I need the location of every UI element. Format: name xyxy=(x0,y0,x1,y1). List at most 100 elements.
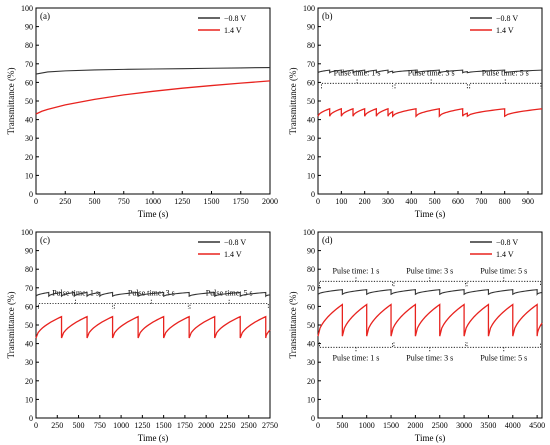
y-tick-label: 60 xyxy=(307,302,315,311)
y-tick-label: 50 xyxy=(307,321,315,330)
series-line-0 xyxy=(317,69,543,75)
x-tick-label: 4000 xyxy=(505,421,521,430)
annotation-label: Pulse time: 5 s xyxy=(480,266,527,275)
y-tick-label: 30 xyxy=(25,134,33,143)
annotation-label: Pulse time: 1 s xyxy=(334,68,381,77)
y-tick-label: 10 xyxy=(307,395,315,404)
legend-label-0: −0.8 V xyxy=(224,14,246,23)
y-axis-label: Transmittance (%) xyxy=(288,292,298,359)
annotation-bracket xyxy=(319,342,393,348)
y-tick-label: 60 xyxy=(25,78,33,87)
annotation-label: Pulse time: 1 s xyxy=(333,353,380,362)
x-tick-label: 2500 xyxy=(241,421,257,430)
x-tick-label: 500 xyxy=(336,421,348,430)
x-tick-label: 200 xyxy=(359,197,371,206)
y-tick-label: 60 xyxy=(25,302,33,311)
annotation-bracket xyxy=(393,342,466,348)
y-tick-label: 70 xyxy=(25,60,33,69)
annotation-label: Pulse time: 1 s xyxy=(52,289,99,298)
chart-panel-0: 0 250 500 750 1000 1250 1500 1750 2000 0 10 20 30 40 5… xyxy=(6,4,278,219)
x-tick-label: 800 xyxy=(499,197,511,206)
x-axis-label: Time (s) xyxy=(138,433,168,443)
y-tick-label: 100 xyxy=(303,228,315,237)
y-tick-label: 0 xyxy=(311,414,315,423)
legend-label-1: 1.4 V xyxy=(224,26,242,35)
x-tick-label: 1000 xyxy=(113,421,129,430)
x-tick-label: 900 xyxy=(522,197,534,206)
x-tick-label: 500 xyxy=(73,421,85,430)
x-tick-label: 0 xyxy=(34,197,38,206)
legend-label-0: −0.8 V xyxy=(496,238,518,247)
x-tick-label: 3500 xyxy=(480,421,496,430)
chart-panel-1: 0 100 200 300 400 500 600 700 800 900 0 10 20 30 40 50 6… xyxy=(288,4,543,219)
x-tick-label: 400 xyxy=(405,197,417,206)
series-line-1 xyxy=(317,303,543,337)
chart-panel-2: 0 250 500 750 1000 1250 1500 1750 2000 2250 2500 27… xyxy=(6,228,278,443)
chart-panel-3: 0 500 1000 1500 2000 2500 3000 3500 4000 4500 0 10 2… xyxy=(288,228,545,443)
legend-label-0: −0.8 V xyxy=(496,14,518,23)
annotation-label: Pulse time: 3 s xyxy=(406,353,453,362)
annotation-bracket xyxy=(189,303,269,309)
x-axis-label: Time (s) xyxy=(415,433,445,443)
y-tick-label: 90 xyxy=(307,23,315,32)
x-tick-label: 0 xyxy=(316,421,320,430)
y-tick-label: 80 xyxy=(307,265,315,274)
legend-label-1: 1.4 V xyxy=(496,26,514,35)
x-tick-label: 600 xyxy=(452,197,464,206)
y-tick-label: 50 xyxy=(25,97,33,106)
y-tick-label: 30 xyxy=(307,134,315,143)
series-line-1 xyxy=(35,315,271,339)
x-tick-label: 1750 xyxy=(233,197,249,206)
x-tick-label: 250 xyxy=(51,421,63,430)
legend-label-0: −0.8 V xyxy=(224,238,246,247)
y-tick-label: 0 xyxy=(29,414,33,423)
x-tick-label: 1000 xyxy=(359,421,375,430)
annotation-bracket xyxy=(466,342,541,348)
plot-frame xyxy=(35,7,271,195)
annotation-bracket xyxy=(394,82,468,89)
y-tick-label: 20 xyxy=(25,153,33,162)
y-tick-label: 100 xyxy=(21,4,33,13)
panel-label: (b) xyxy=(322,11,333,21)
x-tick-label: 250 xyxy=(59,197,71,206)
annotation-label: Pulse time: 3 s xyxy=(406,266,453,275)
legend-label-1: 1.4 V xyxy=(224,250,242,259)
y-tick-label: 70 xyxy=(307,60,315,69)
y-axis-label: Transmittance (%) xyxy=(6,68,16,135)
annotation-bracket xyxy=(469,82,542,89)
x-tick-label: 0 xyxy=(34,421,38,430)
panel-label: (c) xyxy=(40,235,50,245)
x-tick-label: 700 xyxy=(475,197,487,206)
y-tick-label: 40 xyxy=(307,340,315,349)
y-tick-label: 70 xyxy=(307,284,315,293)
x-tick-label: 1500 xyxy=(383,421,399,430)
panel-label: (a) xyxy=(40,11,50,21)
y-tick-label: 50 xyxy=(307,97,315,106)
y-tick-label: 90 xyxy=(307,247,315,256)
x-tick-label: 100 xyxy=(335,197,347,206)
series-line-1 xyxy=(35,80,271,115)
legend-label-1: 1.4 V xyxy=(496,250,514,259)
y-axis-label: Transmittance (%) xyxy=(288,68,298,135)
y-tick-label: 90 xyxy=(25,247,33,256)
x-tick-label: 1500 xyxy=(204,197,220,206)
y-tick-label: 30 xyxy=(307,358,315,367)
annotation-bracket xyxy=(321,82,394,89)
x-tick-label: 500 xyxy=(429,197,441,206)
x-tick-label: 2250 xyxy=(219,421,235,430)
y-tick-label: 30 xyxy=(25,358,33,367)
series-line-0 xyxy=(35,66,271,75)
series-line-1 xyxy=(317,107,543,118)
y-axis-label: Transmittance (%) xyxy=(6,292,16,359)
annotation-label: Pulse time: 5 s xyxy=(480,353,527,362)
x-tick-label: 1750 xyxy=(177,421,193,430)
y-tick-label: 0 xyxy=(311,190,315,199)
y-tick-label: 20 xyxy=(307,153,315,162)
plot-frame xyxy=(317,231,543,419)
y-tick-label: 80 xyxy=(307,41,315,50)
annotation-label: Pulse time: 3 s xyxy=(408,68,455,77)
panel-label: (d) xyxy=(322,235,333,245)
y-tick-label: 100 xyxy=(303,4,315,13)
x-tick-label: 500 xyxy=(89,197,101,206)
